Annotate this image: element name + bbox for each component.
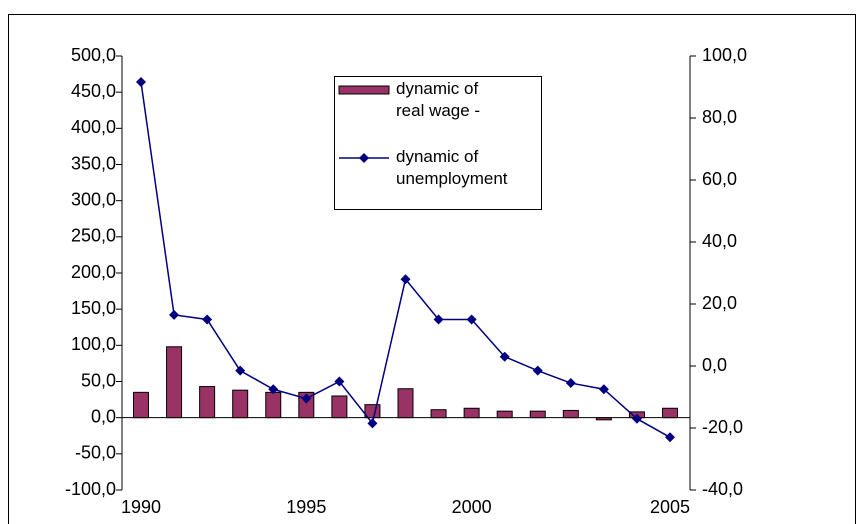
y2-tick-label: 60,0 bbox=[702, 169, 737, 189]
marker bbox=[268, 384, 279, 395]
y-tick-label: 150,0 bbox=[71, 298, 116, 318]
legend-label: dynamic of real wage - bbox=[396, 79, 480, 120]
bar bbox=[166, 346, 183, 419]
marker bbox=[433, 314, 444, 325]
y-tick-label: 100,0 bbox=[71, 334, 116, 354]
bar bbox=[595, 417, 612, 421]
y2-tick-label: 100,0 bbox=[702, 45, 747, 65]
legend-swatch bbox=[338, 85, 390, 95]
y-tick-label: 250,0 bbox=[71, 226, 116, 246]
y2-tick-label: 40,0 bbox=[702, 231, 737, 251]
y2-tick-label: 20,0 bbox=[702, 293, 737, 313]
y-tick-label: 300,0 bbox=[71, 189, 116, 209]
marker bbox=[334, 376, 345, 387]
marker bbox=[202, 314, 213, 325]
bar bbox=[562, 409, 579, 419]
y-tick-label: 450,0 bbox=[71, 81, 116, 101]
marker bbox=[466, 314, 477, 325]
y-tick-label: 350,0 bbox=[71, 153, 116, 173]
y-tick-label: 200,0 bbox=[71, 262, 116, 282]
bar bbox=[133, 391, 149, 419]
y-tick-label: 0,0 bbox=[91, 406, 116, 426]
marker bbox=[665, 432, 675, 443]
y-tick-label: -100,0 bbox=[65, 479, 116, 499]
y2-tick-label: -20,0 bbox=[702, 417, 743, 437]
marker bbox=[136, 77, 146, 88]
bar bbox=[463, 407, 480, 419]
y-tick-label: 500,0 bbox=[71, 45, 116, 65]
bar bbox=[199, 386, 216, 419]
bar bbox=[331, 395, 348, 419]
marker bbox=[169, 309, 180, 320]
x-tick-label: 1990 bbox=[121, 497, 161, 517]
y2-tick-label: 0,0 bbox=[702, 355, 727, 375]
bar bbox=[496, 410, 513, 419]
bar bbox=[397, 388, 414, 419]
marker bbox=[565, 378, 576, 389]
bar bbox=[529, 410, 546, 419]
marker bbox=[532, 365, 543, 376]
marker bbox=[367, 418, 378, 429]
marker bbox=[400, 274, 411, 285]
y2-tick-label: 80,0 bbox=[702, 107, 737, 127]
y-tick-label: 400,0 bbox=[71, 117, 116, 137]
marker bbox=[235, 365, 246, 376]
y2-tick-label: -40,0 bbox=[702, 479, 743, 499]
marker bbox=[301, 393, 312, 404]
legend-box bbox=[334, 76, 542, 210]
bar bbox=[662, 407, 678, 419]
legend-label: dynamic of unemployment bbox=[396, 147, 508, 188]
x-tick-label: 1995 bbox=[286, 497, 326, 517]
marker bbox=[499, 351, 510, 362]
marker bbox=[631, 413, 642, 424]
y-tick-label: 50,0 bbox=[81, 370, 116, 390]
bar bbox=[232, 389, 249, 419]
bar bbox=[430, 409, 447, 419]
bar bbox=[265, 391, 282, 419]
marker bbox=[598, 384, 609, 395]
y-tick-label: -50,0 bbox=[75, 443, 116, 463]
x-tick-label: 2000 bbox=[452, 497, 492, 517]
x-tick-label: 2005 bbox=[650, 497, 690, 517]
legend-marker bbox=[359, 153, 369, 163]
